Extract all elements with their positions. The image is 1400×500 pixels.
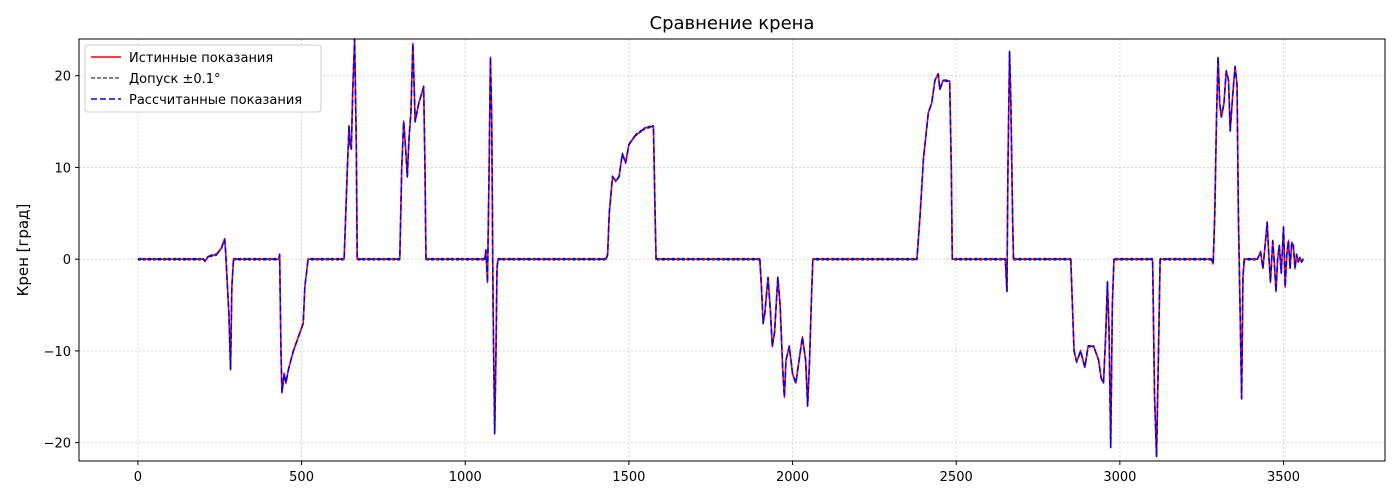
legend: Истинные показания Допуск ±0.1° Рассчита… bbox=[84, 44, 322, 113]
x-tick-label: 500 bbox=[289, 470, 314, 485]
x-tick-label: 0 bbox=[134, 470, 142, 485]
y-tick-label: 10 bbox=[54, 161, 71, 176]
x-tick-label: 1500 bbox=[612, 470, 645, 485]
x-tick-label: 3000 bbox=[1103, 470, 1136, 485]
x-tick-label: 3500 bbox=[1267, 470, 1300, 485]
calculated-readings-line bbox=[137, 38, 1304, 458]
plot-frame bbox=[78, 38, 1386, 462]
y-tick-label: 0 bbox=[63, 253, 71, 268]
chart-title: Сравнение крена bbox=[650, 13, 815, 34]
series-lines bbox=[137, 38, 1304, 458]
y-tick-label: −10 bbox=[44, 345, 71, 360]
legend-true-label: Истинные показания bbox=[129, 51, 273, 66]
legend-box bbox=[84, 44, 322, 113]
y-axis-label: Крен [град] bbox=[14, 204, 32, 297]
legend-calculated-label: Рассчитанные показания bbox=[129, 93, 302, 108]
y-axis-ticks: −20 −10 0 10 20 bbox=[44, 70, 79, 452]
x-tick-label: 2000 bbox=[776, 470, 809, 485]
y-tick-label: −20 bbox=[44, 437, 71, 452]
legend-tolerance-label: Допуск ±0.1° bbox=[129, 72, 221, 87]
x-axis-ticks: 0 500 1000 1500 2000 2500 3000 3500 bbox=[134, 461, 1300, 485]
x-tick-label: 1000 bbox=[449, 470, 482, 485]
x-tick-label: 2500 bbox=[940, 470, 973, 485]
y-tick-label: 20 bbox=[54, 70, 71, 85]
